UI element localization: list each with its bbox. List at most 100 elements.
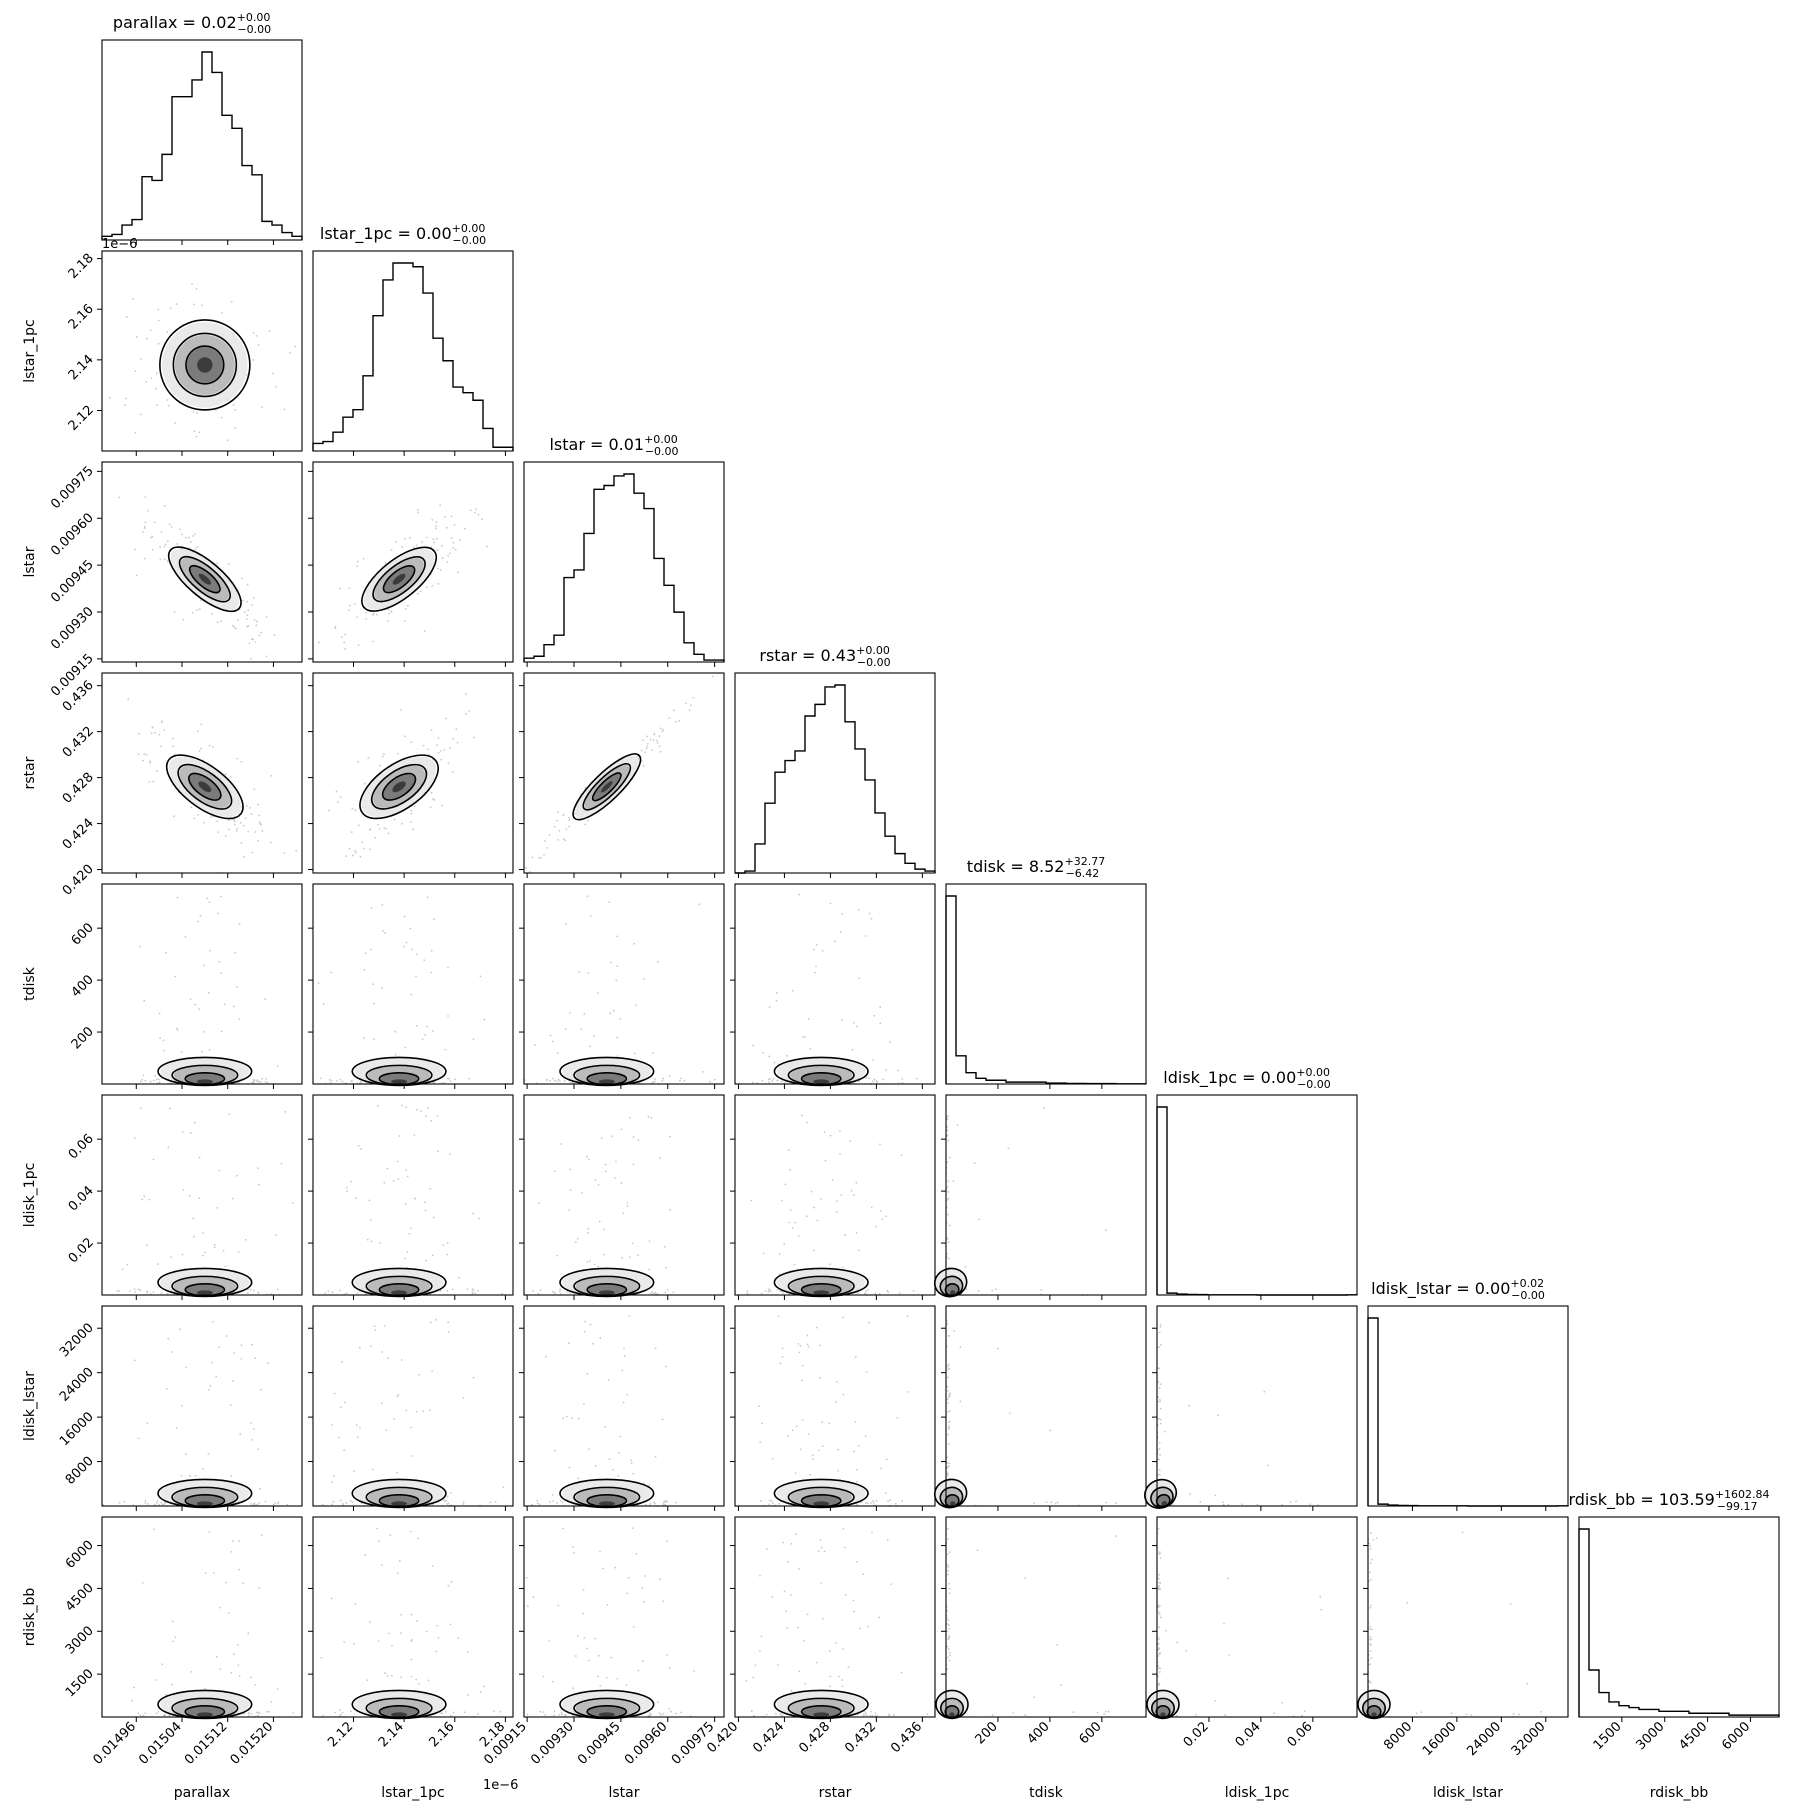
sample-point: [197, 814, 199, 816]
sample-point: [632, 1626, 635, 1628]
sample-point: [900, 1671, 903, 1674]
sample-point: [948, 1425, 951, 1427]
sample-point: [131, 298, 134, 300]
sample-point: [1227, 1577, 1230, 1580]
sample-point: [1420, 1711, 1423, 1714]
sample-point: [208, 1048, 211, 1051]
hist-panel-parallax: parallax = 0.02+0.00 −0.00: [101, 11, 303, 245]
sample-point: [948, 1637, 950, 1640]
sample-point: [837, 1448, 840, 1451]
panel-frame: [312, 250, 514, 452]
contour-line: [188, 772, 222, 801]
sample-point: [229, 776, 232, 779]
sample-point: [685, 702, 687, 705]
sample-point: [449, 1491, 452, 1494]
sample-point: [159, 1037, 161, 1039]
sample-point: [220, 620, 222, 623]
sample-point: [1369, 1548, 1372, 1550]
sample-point: [582, 1588, 585, 1591]
sample-point: [884, 1492, 887, 1494]
sample-point: [377, 1640, 380, 1643]
sample-point: [659, 750, 662, 753]
sample-point: [946, 1402, 949, 1404]
sample-point: [580, 1028, 583, 1031]
sample-point: [947, 1363, 950, 1366]
sample-point: [446, 1242, 449, 1244]
sample-point: [582, 1612, 585, 1615]
sample-point: [621, 1256, 623, 1259]
sample-point: [635, 1004, 637, 1007]
hist-panel-ldisk_lstar: ldisk_lstar = 0.00+0.02 −0.00: [1367, 1277, 1569, 1511]
sample-point: [224, 834, 227, 837]
sample-point: [835, 1200, 838, 1203]
sample-point: [1056, 1501, 1059, 1504]
sample-point: [1540, 1710, 1542, 1713]
sample-point: [562, 1417, 564, 1420]
sample-point: [782, 1291, 784, 1294]
sample-point: [448, 1077, 451, 1080]
sample-point: [125, 397, 128, 400]
sample-point: [251, 1081, 253, 1084]
sample-point: [948, 1659, 951, 1662]
sample-point: [648, 1712, 651, 1715]
sample-point: [133, 1686, 135, 1689]
sample-point: [336, 1080, 338, 1082]
sample-point: [946, 1129, 949, 1132]
sample-point: [200, 599, 202, 601]
sample-point: [978, 1218, 981, 1221]
sample-point: [1300, 1714, 1303, 1717]
sample-point: [946, 1125, 948, 1128]
sample-point: [873, 1078, 876, 1081]
contour-line: [800, 1494, 842, 1508]
sample-point: [489, 1501, 492, 1504]
hist-line-rdisk_bb: [1578, 1528, 1780, 1717]
x-axis-label-tdisk: tdisk: [1029, 1785, 1064, 1801]
contour-line: [800, 1072, 842, 1086]
sample-point: [1222, 1503, 1225, 1506]
sample-point: [404, 735, 406, 738]
sample-point: [842, 1393, 845, 1396]
sample-point: [356, 565, 358, 568]
density-level: [813, 1712, 830, 1718]
sample-point: [1157, 1611, 1160, 1614]
sample-point: [409, 1530, 412, 1533]
x-axis-label-lstar: lstar: [608, 1785, 639, 1801]
sample-point: [829, 1134, 832, 1137]
sample-point: [870, 1502, 873, 1504]
sample-point: [336, 801, 339, 804]
title-minus-lstar: −0.00: [645, 445, 679, 458]
density-level: [598, 1290, 615, 1296]
sample-point: [807, 1345, 810, 1348]
title-main-ldisk_1pc: ldisk_1pc = 0.00: [1163, 1068, 1296, 1088]
sample-point: [816, 1219, 819, 1222]
sample-point: [1289, 1501, 1292, 1504]
sample-point: [204, 1572, 207, 1574]
sample-point: [701, 1070, 704, 1073]
panel-rstar-vs-rdisk_bb: 0.420 0.424 0.428 0.432 0.436: [704, 1516, 936, 1756]
sample-point: [852, 1194, 855, 1197]
sample-point: [607, 1379, 610, 1382]
sample-point: [760, 1292, 763, 1295]
sample-point: [146, 1422, 149, 1425]
sample-point: [266, 1710, 269, 1713]
sample-point: [211, 1361, 213, 1364]
sample-point: [161, 1663, 164, 1666]
panel-rstar-vs-ldisk_lstar: [730, 1305, 936, 1511]
sample-point: [427, 1679, 430, 1682]
sample-point: [464, 692, 467, 695]
sample-point: [180, 1474, 183, 1477]
sample-point: [252, 638, 254, 641]
sample-point: [423, 630, 426, 632]
sample-point: [467, 1694, 470, 1696]
sample-point: [437, 751, 440, 754]
sample-point: [398, 1135, 401, 1137]
sample-point: [380, 1402, 383, 1405]
sample-point: [947, 1180, 950, 1183]
contour-line: [1366, 1705, 1382, 1719]
sample-point: [423, 959, 426, 962]
sample-point: [343, 1640, 346, 1643]
sample-point: [429, 806, 432, 809]
sample-point: [158, 1012, 161, 1015]
sample-point: [838, 1675, 840, 1678]
